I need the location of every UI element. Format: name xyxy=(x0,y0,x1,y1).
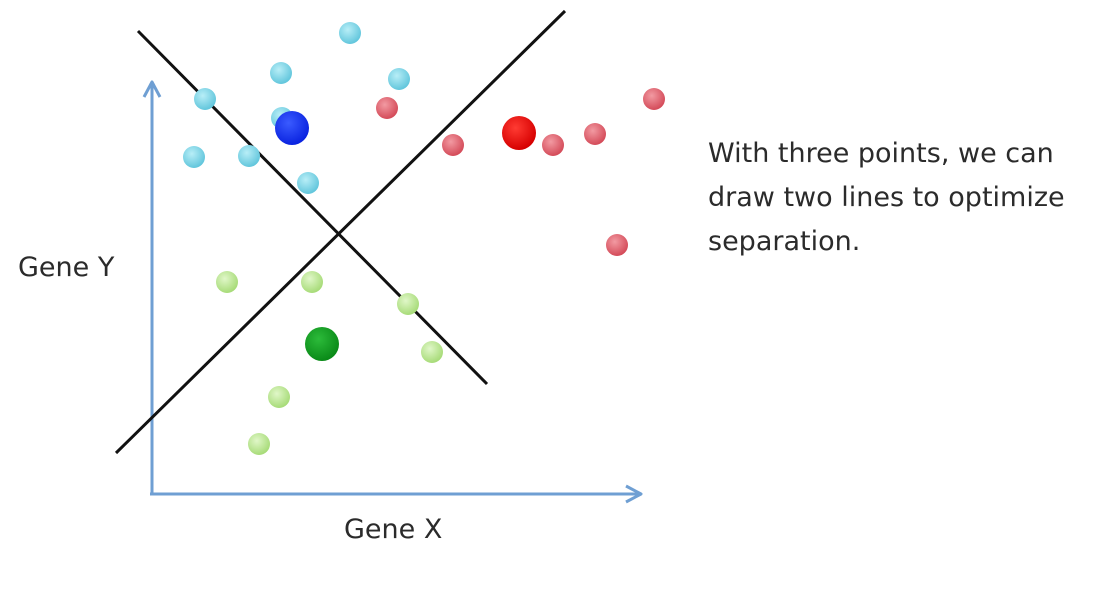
cyan-point xyxy=(388,68,410,90)
x-axis-arrowhead xyxy=(625,484,643,504)
cyan-point xyxy=(183,146,205,168)
red-point xyxy=(442,134,464,156)
green-point xyxy=(268,386,290,408)
red-center-point xyxy=(502,116,536,150)
red-point xyxy=(542,134,564,156)
green-center-point xyxy=(305,327,339,361)
y-axis-arrowhead xyxy=(142,80,162,98)
divider-line-descending xyxy=(136,29,489,386)
caption-line: separation. xyxy=(708,226,861,257)
axes xyxy=(142,80,643,504)
x-axis-label: Gene X xyxy=(344,514,443,545)
cyan-cluster xyxy=(183,22,410,194)
red-point xyxy=(643,88,665,110)
red-point xyxy=(584,123,606,145)
cyan-point xyxy=(339,22,361,44)
caption-line: draw two lines to optimize xyxy=(708,182,1065,213)
y-axis-label: Gene Y xyxy=(18,252,115,283)
red-point xyxy=(376,97,398,119)
caption-line: With three points, we can xyxy=(708,138,1054,169)
caption: With three points, we can draw two lines… xyxy=(708,132,1103,264)
cyan-point xyxy=(270,62,292,84)
green-point xyxy=(397,293,419,315)
cyan-point xyxy=(297,172,319,194)
red-point xyxy=(606,234,628,256)
red-cluster xyxy=(376,88,665,256)
divider-line-ascending xyxy=(114,9,567,455)
green-point xyxy=(216,271,238,293)
blue-center-point xyxy=(275,111,309,145)
green-point xyxy=(421,341,443,363)
green-cluster xyxy=(216,271,443,455)
green-point xyxy=(301,271,323,293)
cyan-point xyxy=(194,88,216,110)
green-point xyxy=(248,433,270,455)
cyan-point xyxy=(238,145,260,167)
